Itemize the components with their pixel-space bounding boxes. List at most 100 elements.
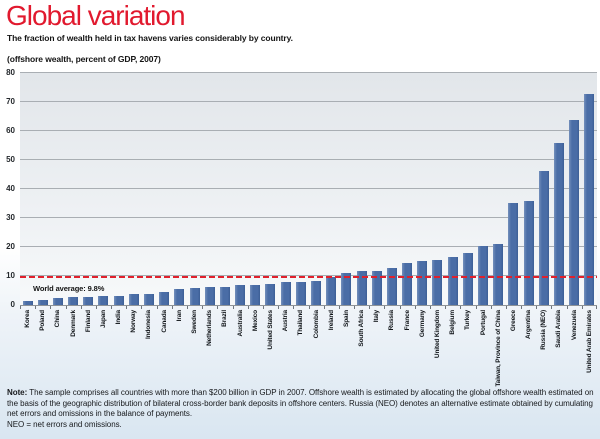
y-tick-label-50: 50 xyxy=(6,155,15,164)
x-axis-tick xyxy=(505,305,507,309)
x-label-united-states: United States xyxy=(266,310,274,350)
bar-germany xyxy=(417,260,428,305)
y-tick-label-20: 20 xyxy=(6,242,15,251)
x-axis-tick xyxy=(247,305,249,309)
x-label-portugal: Portugal xyxy=(479,310,487,336)
bar-ireland xyxy=(326,276,337,305)
x-label-russia: Russia xyxy=(388,310,396,331)
x-label-sweden: Sweden xyxy=(191,310,199,334)
bar-united-arab-emirates xyxy=(584,93,595,305)
x-label-spain: Spain xyxy=(342,310,350,327)
y-tick-label-30: 30 xyxy=(6,213,15,222)
y-tick-label-40: 40 xyxy=(6,184,15,193)
gridline-30 xyxy=(20,217,597,218)
y-tick-label-70: 70 xyxy=(6,97,15,106)
gridline-80 xyxy=(20,72,597,73)
x-axis-tick xyxy=(80,305,82,309)
x-label-japan: Japan xyxy=(99,310,107,329)
x-label-argentina: Argentina xyxy=(525,310,533,339)
bar-colombia xyxy=(311,280,321,305)
x-label-saudi-arabia: Saudi Arabia xyxy=(555,310,563,348)
x-axis-tick xyxy=(384,305,386,309)
x-axis-tick xyxy=(369,305,371,309)
x-label-netherlands: Netherlands xyxy=(206,310,214,346)
x-axis-tick xyxy=(399,305,401,309)
x-axis-tick xyxy=(50,305,52,309)
gridline-70 xyxy=(20,101,597,102)
bar-turkey xyxy=(462,253,473,305)
x-label-united-kingdom: United Kingdom xyxy=(433,310,441,359)
gridline-0 xyxy=(20,305,597,306)
x-axis-tick xyxy=(171,305,173,309)
x-axis-tick xyxy=(35,305,37,309)
gridline-20 xyxy=(20,246,597,247)
x-axis-tick xyxy=(445,305,447,309)
x-axis-tick xyxy=(156,305,158,309)
x-axis-tick xyxy=(596,305,597,309)
bar-venezuela xyxy=(569,119,580,305)
bar-india xyxy=(113,296,124,305)
x-label-australia: Australia xyxy=(236,310,244,337)
bar-iran xyxy=(174,289,185,305)
x-axis-tick xyxy=(217,305,219,309)
bar-poland xyxy=(37,300,48,305)
x-axis-tick xyxy=(232,305,234,309)
bar-greece xyxy=(508,202,519,305)
x-axis-tick xyxy=(536,305,538,309)
x-label-france: France xyxy=(403,310,411,331)
bar-canada xyxy=(159,291,170,305)
y-tick-label-0: 0 xyxy=(10,300,15,309)
x-axis-tick xyxy=(293,305,295,309)
bar-belgium xyxy=(447,257,458,305)
x-label-italy: Italy xyxy=(373,310,381,323)
bar-brazil xyxy=(219,286,230,305)
gridline-60 xyxy=(20,130,597,131)
bar-italy xyxy=(371,271,382,305)
x-label-india: India xyxy=(115,310,123,325)
bar-china xyxy=(52,298,63,305)
x-label-indonesia: Indonesia xyxy=(145,310,153,339)
y-tick-label-60: 60 xyxy=(6,126,15,135)
bar-norway xyxy=(128,294,139,305)
x-label-finland: Finland xyxy=(84,310,92,333)
chart-title: Global variation xyxy=(6,0,186,31)
x-axis-tick xyxy=(323,305,325,309)
bar-russia-neo- xyxy=(538,170,549,305)
bar-thailand xyxy=(295,281,306,305)
x-label-united-arab-emirates: United Arab Emirates xyxy=(585,310,593,373)
y-axis-unit-label: (offshore wealth, percent of GDP, 2007) xyxy=(7,54,161,64)
x-label-brazil: Brazil xyxy=(221,310,229,327)
bar-saudi-arabia xyxy=(553,143,564,305)
x-axis-tick xyxy=(460,305,462,309)
x-label-russia-neo-: Russia (NEO) xyxy=(540,310,548,350)
bar-indonesia xyxy=(143,293,154,305)
x-label-canada: Canada xyxy=(160,310,168,333)
x-axis-tick xyxy=(202,305,204,309)
x-axis-tick xyxy=(338,305,340,309)
x-axis-tick xyxy=(521,305,523,309)
x-label-mexico: Mexico xyxy=(251,310,259,332)
x-axis-tick xyxy=(414,305,416,309)
x-label-venezuela: Venezuela xyxy=(570,310,578,341)
x-label-taiwan-province-of-china: Taiwan, Province of China xyxy=(494,310,502,387)
note-body: The sample comprises all countries with … xyxy=(7,388,594,418)
x-axis-tick xyxy=(187,305,189,309)
bar-portugal xyxy=(478,245,489,305)
gridline-10 xyxy=(20,275,597,276)
note-label: Note: xyxy=(7,388,28,397)
y-tick-label-10: 10 xyxy=(6,271,15,280)
x-label-poland: Poland xyxy=(39,310,47,331)
bar-austria xyxy=(280,282,291,305)
bar-united-states xyxy=(265,284,276,305)
x-axis-tick xyxy=(95,305,97,309)
x-axis-tick xyxy=(20,305,21,309)
x-axis-tick xyxy=(141,305,143,309)
bar-sweden xyxy=(189,287,200,305)
x-label-south-africa: South Africa xyxy=(358,310,366,347)
x-axis-tick xyxy=(551,305,553,309)
bar-denmark xyxy=(68,296,79,305)
x-label-austria: Austria xyxy=(282,310,290,332)
note-footnote: NEO = net errors and omissions. xyxy=(7,419,122,429)
bar-mexico xyxy=(250,284,261,305)
